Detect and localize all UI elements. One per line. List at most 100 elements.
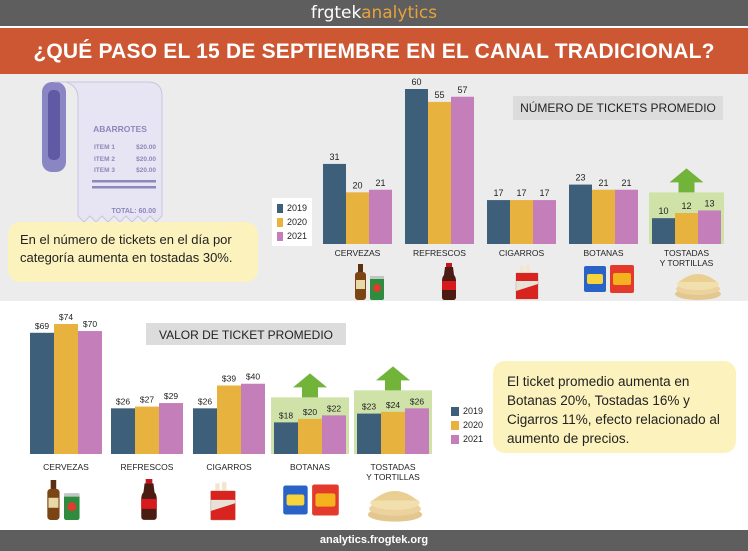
tickets-chart-title: NÚMERO DE TICKETS PROMEDIO bbox=[513, 96, 723, 120]
tickets-bar-refrescos-2021 bbox=[451, 96, 474, 244]
tickets-category-label: CERVEZAS bbox=[335, 248, 381, 258]
tickets-data-label: 21 bbox=[375, 178, 385, 188]
cigarettes-pack-icon bbox=[210, 482, 236, 521]
tickets-category-label: TOSTADAS bbox=[664, 248, 709, 258]
valor-data-label: $18 bbox=[279, 410, 293, 420]
page-title: ¿QUÉ PASO EL 15 DE SEPTIEMBRE EN EL CANA… bbox=[33, 40, 715, 63]
tickets-bar-refrescos-2019 bbox=[405, 89, 428, 244]
valor-bar-cigarros-2019 bbox=[193, 408, 217, 454]
tickets-data-label: 55 bbox=[434, 90, 444, 100]
receipt-illustration: ABARROTES ITEM 1 $20.00 ITEM 2 $20.00 IT… bbox=[42, 81, 163, 223]
legend-label-2021: 2021 bbox=[286, 231, 307, 241]
valor-bar-refrescos-2020 bbox=[135, 406, 159, 454]
up-arrow-icon bbox=[293, 373, 327, 398]
tortillas-icon bbox=[675, 274, 721, 300]
tickets-bar-botanas-2020 bbox=[592, 189, 615, 244]
valor-data-label: $26 bbox=[116, 396, 130, 406]
legend-swatch-2019 bbox=[277, 203, 283, 213]
beer-bottles-icon bbox=[47, 480, 80, 520]
legend-swatch-2019 bbox=[451, 406, 459, 416]
receipt-item-price: $20.00 bbox=[136, 167, 156, 174]
valor-chart-title: VALOR DE TICKET PROMEDIO bbox=[146, 323, 346, 345]
tickets-bar-tostadas-y-tortillas-2021 bbox=[698, 210, 721, 244]
receipt-total: TOTAL: 60.00 bbox=[112, 208, 157, 215]
tickets-category-label: CIGARROS bbox=[499, 248, 545, 258]
brand-part-2: analytics bbox=[361, 3, 438, 23]
tickets-bar-tostadas-y-tortillas-2020 bbox=[675, 213, 698, 244]
valor-data-label: $24 bbox=[386, 400, 400, 410]
tickets-bar-cervezas-2021 bbox=[369, 189, 392, 244]
legend-swatch-2020 bbox=[277, 217, 283, 227]
tickets-bar-cervezas-2020 bbox=[346, 192, 369, 244]
tickets-data-label: 20 bbox=[352, 180, 362, 190]
chips-bags-icon bbox=[283, 484, 339, 516]
up-arrow-icon bbox=[376, 366, 410, 391]
valor-data-label: $26 bbox=[198, 396, 212, 406]
tickets-legend: 2019 2020 2021 bbox=[272, 198, 312, 246]
chips-bags-icon bbox=[584, 265, 634, 293]
tickets-bar-botanas-2019 bbox=[569, 184, 592, 244]
tickets-data-label: 17 bbox=[516, 188, 526, 198]
valor-bar-botanas-2020 bbox=[298, 418, 322, 454]
valor-category-label: Y TORTILLAS bbox=[366, 472, 420, 482]
receipt-item-label: ITEM 1 bbox=[94, 144, 115, 151]
tortillas-icon bbox=[367, 491, 423, 522]
brand-part-1: frgtek bbox=[310, 3, 362, 23]
cigarettes-pack-icon bbox=[515, 265, 539, 300]
valor-category-label: CIGARROS bbox=[206, 462, 252, 472]
tickets-bar-cigarros-2020 bbox=[510, 200, 533, 244]
receipt-item-price: $20.00 bbox=[136, 156, 156, 163]
tickets-data-label: 12 bbox=[681, 201, 691, 211]
valor-data-label: $40 bbox=[246, 372, 260, 382]
valor-data-label: $70 bbox=[83, 319, 97, 329]
tickets-data-label: 13 bbox=[704, 198, 714, 208]
valor-data-label: $69 bbox=[35, 321, 49, 331]
valor-bar-tostadas-y-tortillas-2020 bbox=[381, 411, 405, 454]
tickets-data-label: 10 bbox=[658, 206, 668, 216]
tickets-data-label: 60 bbox=[411, 77, 421, 87]
valor-category-label: TOSTADAS bbox=[370, 462, 415, 472]
receipt-item-label: ITEM 2 bbox=[94, 156, 115, 163]
tickets-data-label: 17 bbox=[493, 188, 503, 198]
valor-bar-botanas-2021 bbox=[322, 415, 346, 454]
valor-bar-cervezas-2021 bbox=[78, 331, 102, 454]
tickets-bar-cigarros-2021 bbox=[533, 200, 556, 244]
up-arrow-icon bbox=[669, 168, 704, 193]
tickets-bar-tostadas-y-tortillas-2019 bbox=[652, 218, 675, 244]
valor-bar-botanas-2019 bbox=[274, 422, 298, 454]
valor-bar-tostadas-y-tortillas-2019 bbox=[357, 413, 381, 454]
footer-url: analytics.frogtek.org bbox=[319, 534, 429, 546]
beer-bottles-icon bbox=[355, 264, 384, 300]
legend-label-2019: 2019 bbox=[286, 203, 307, 213]
valor-category-label: REFRESCOS bbox=[121, 462, 174, 472]
legend-swatch-2021 bbox=[277, 231, 283, 241]
valor-bar-tostadas-y-tortillas-2021 bbox=[405, 408, 429, 454]
valor-data-label: $26 bbox=[410, 396, 424, 406]
tickets-bar-botanas-2021 bbox=[615, 189, 638, 244]
footer: analytics.frogtek.org bbox=[0, 530, 748, 551]
tickets-bar-refrescos-2020 bbox=[428, 101, 451, 245]
receipt-item-price: $20.00 bbox=[136, 144, 156, 151]
legend-swatch-2021 bbox=[451, 434, 459, 444]
tickets-callout: En el número de tickets en el día por ca… bbox=[8, 222, 258, 282]
tickets-data-label: 21 bbox=[621, 178, 631, 188]
brand-logo: frgtekanalytics bbox=[0, 3, 748, 23]
valor-category-label: CERVEZAS bbox=[43, 462, 89, 472]
valor-bar-cervezas-2019 bbox=[30, 332, 54, 454]
tickets-category-label: BOTANAS bbox=[584, 248, 624, 258]
valor-data-label: $22 bbox=[327, 403, 341, 413]
valor-legend: 2019 2020 2021 bbox=[446, 401, 488, 449]
soda-bottle-icon bbox=[442, 263, 456, 300]
valor-bar-refrescos-2019 bbox=[111, 408, 135, 454]
valor-data-label: $20 bbox=[303, 407, 317, 417]
tickets-data-label: 31 bbox=[329, 152, 339, 162]
legend-label-2021: 2021 bbox=[462, 434, 483, 444]
tickets-data-label: 17 bbox=[539, 188, 549, 198]
receipt-header: ABARROTES bbox=[93, 124, 147, 134]
tickets-data-label: 57 bbox=[457, 85, 467, 95]
tickets-data-label: 23 bbox=[575, 173, 585, 183]
legend-swatch-2020 bbox=[451, 420, 459, 430]
legend-label-2020: 2020 bbox=[286, 217, 307, 227]
valor-bar-cervezas-2020 bbox=[54, 324, 78, 454]
